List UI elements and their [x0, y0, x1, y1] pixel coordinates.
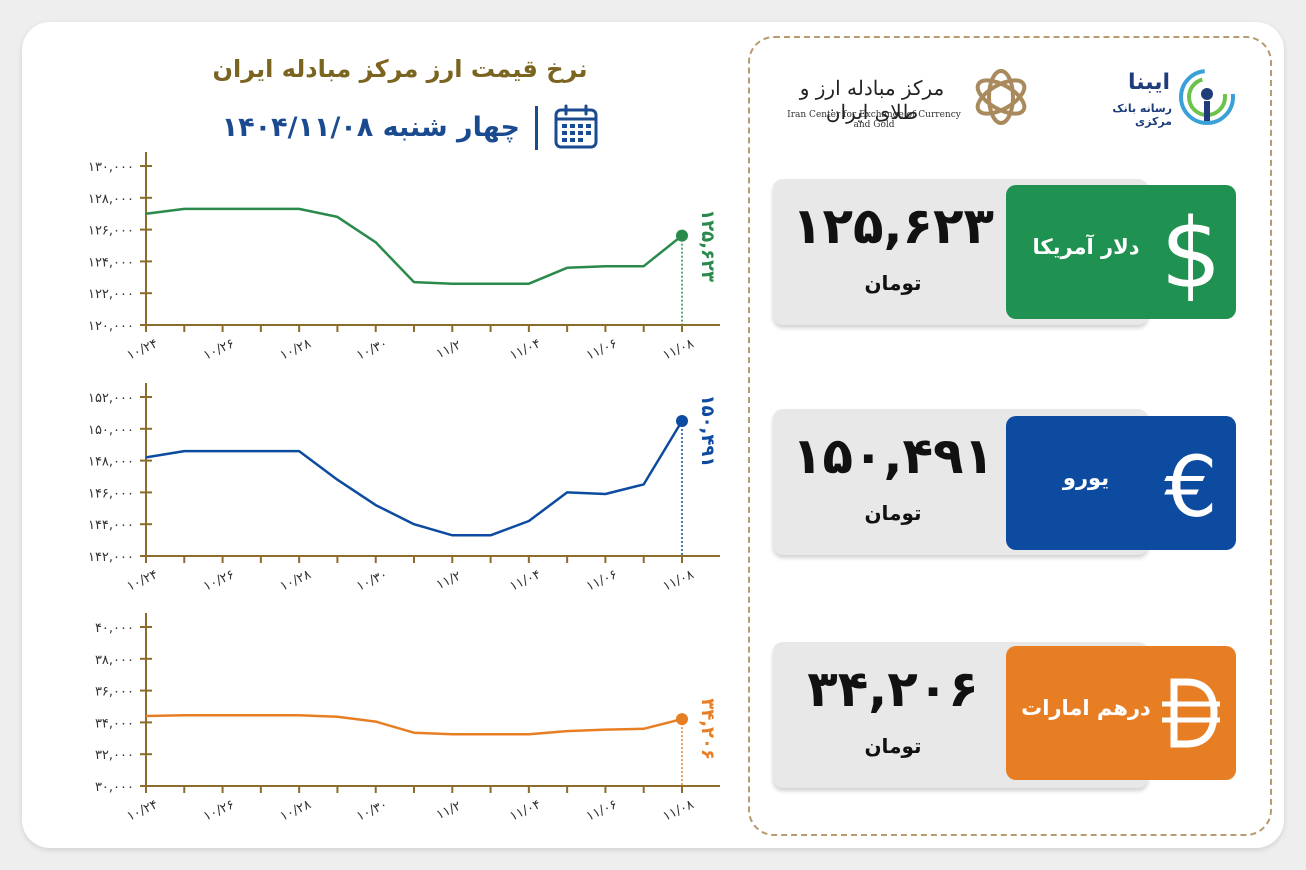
- x-tick-label: ۱۱/۰۸: [661, 567, 697, 594]
- y-tick-label: ۱۴۴,۰۰۰: [88, 518, 134, 533]
- y-tick-label: ۴۰,۰۰۰: [95, 621, 134, 636]
- dirham-currency-box: درهم امارات: [1006, 646, 1236, 780]
- series-line: [145, 420, 684, 537]
- x-tick-label: ۱۰/۲۴: [125, 797, 161, 824]
- y-tick-label: ۱۴۶,۰۰۰: [88, 486, 134, 501]
- x-tick-label: ۱۰/۳۰: [354, 797, 390, 824]
- last-point-label: ۱۲۵,۶۲۳: [697, 209, 718, 282]
- exchange-center-name: مرکز مبادله ارز و طلای ایران: [799, 76, 945, 124]
- date-label: چهار شنبه ۱۴۰۴/۱۱/۰۸: [221, 112, 520, 143]
- x-tick-label: ۱۱/۰۶: [584, 567, 620, 594]
- rates-panel: [748, 36, 1272, 836]
- euro-icon: €: [1164, 438, 1217, 536]
- x-tick-label: ۱۱/۲: [434, 338, 463, 362]
- x-tick-label: ۱۱/۰۸: [661, 797, 697, 824]
- series-line: [145, 207, 683, 285]
- last-point-label: ۱۵۰,۴۹۱: [697, 395, 718, 468]
- y-tick-label: ۱۵۰,۰۰۰: [88, 423, 134, 438]
- svg-text:€: €: [1164, 438, 1217, 536]
- y-tick-label: ۱۳۰,۰۰۰: [88, 160, 134, 175]
- exchange-center-name-en: Iran Center for Exchange of Currency and…: [787, 110, 961, 130]
- x-tick-label: ۱۰/۲۶: [201, 567, 237, 594]
- dollar-currency-box: دلار آمریکا $: [1006, 185, 1236, 319]
- y-tick-label: ۱۲۶,۰۰۰: [88, 224, 134, 239]
- x-tick-label: ۱۱/۰۴: [508, 797, 544, 824]
- euro-currency-name: یورو: [1062, 466, 1110, 490]
- y-tick-label: ۳۶,۰۰۰: [95, 685, 134, 700]
- page-title: نرخ قیمت ارز مرکز مبادله ایران: [212, 55, 588, 83]
- x-tick-label: ۱۰/۲۸: [278, 567, 314, 594]
- svg-text:$: $: [1160, 199, 1221, 305]
- y-tick-label: ۱۲۰,۰۰۰: [88, 319, 134, 334]
- dollar-rate-unit: تومان: [864, 271, 922, 295]
- y-tick-label: ۱۲۲,۰۰۰: [88, 287, 134, 302]
- x-tick-label: ۱۱/۰۴: [508, 336, 544, 363]
- dirham-icon: [1162, 678, 1220, 748]
- y-tick-label: ۳۰,۰۰۰: [95, 780, 134, 795]
- ibena-logo-icon: [1179, 69, 1235, 125]
- dirham-rate-unit: تومان: [864, 734, 922, 758]
- x-tick-label: ۱۱/۰۸: [661, 336, 697, 363]
- x-tick-label: ۱۰/۳۰: [354, 336, 390, 363]
- series-line: [145, 713, 683, 736]
- x-tick-label: ۱۱/۰۶: [584, 797, 620, 824]
- x-tick-label: ۱۱/۰۴: [508, 567, 544, 594]
- dollar-currency-name: دلار آمریکا: [1032, 235, 1140, 259]
- y-tick-label: ۳۴,۰۰۰: [95, 716, 134, 731]
- x-tick-label: ۱۰/۲۶: [201, 336, 237, 363]
- calendar-icon: [554, 104, 598, 149]
- x-tick-label: ۱۱/۰۶: [584, 336, 620, 363]
- dollar-icon: $: [1160, 199, 1221, 305]
- x-tick-label: ۱۱/۲: [434, 799, 463, 823]
- y-tick-label: ۳۲,۰۰۰: [95, 748, 134, 763]
- dirham-rate-value: ۳۴,۲۰۶: [807, 660, 979, 718]
- last-point-label: ۳۴,۲۰۶: [697, 698, 718, 760]
- last-point-marker: [676, 713, 688, 726]
- x-tick-label: ۱۰/۲۸: [278, 797, 314, 824]
- x-tick-label: ۱۰/۲۸: [278, 336, 314, 363]
- dollar-rate-value: ۱۲۵,۶۲۳: [791, 197, 995, 255]
- y-tick-label: ۱۲۸,۰۰۰: [88, 192, 134, 207]
- x-tick-label: ۱۰/۳۰: [354, 567, 390, 594]
- exchange-center-logo-icon: [975, 69, 1027, 125]
- x-tick-label: ۱۰/۲۴: [125, 336, 161, 363]
- y-tick-label: ۱۴۲,۰۰۰: [88, 550, 134, 565]
- dirham-currency-name: درهم امارات: [1021, 696, 1151, 720]
- x-tick-label: ۱۱/۲: [434, 569, 463, 593]
- date-separator: [535, 106, 538, 150]
- ibena-subtitle: رسانه بانک مرکزی: [1112, 102, 1172, 128]
- y-tick-label: ۳۸,۰۰۰: [95, 653, 134, 668]
- euro-rate-unit: تومان: [864, 501, 922, 525]
- y-tick-label: ۱۲۴,۰۰۰: [88, 255, 134, 270]
- x-tick-label: ۱۰/۲۶: [201, 797, 237, 824]
- last-point-marker: [676, 229, 688, 242]
- ibena-name: ایبنا: [1127, 70, 1170, 95]
- exchange-rate-charts: ۱۲۰,۰۰۰ ۱۲۲,۰۰۰ ۱۲۴,۰۰۰ ۱۲۶,۰۰۰ ۱۲۸,۰۰۰ ۱۳۰,۰…: [88, 152, 720, 824]
- euro-currency-box: یورو €: [1006, 416, 1236, 550]
- y-tick-label: ۱۴۸,۰۰۰: [88, 455, 134, 470]
- x-tick-label: ۱۰/۲۴: [125, 567, 161, 594]
- euro-rate-value: ۱۵۰,۴۹۱: [791, 427, 995, 485]
- y-tick-label: ۱۵۲,۰۰۰: [88, 391, 134, 406]
- last-point-marker: [676, 414, 688, 427]
